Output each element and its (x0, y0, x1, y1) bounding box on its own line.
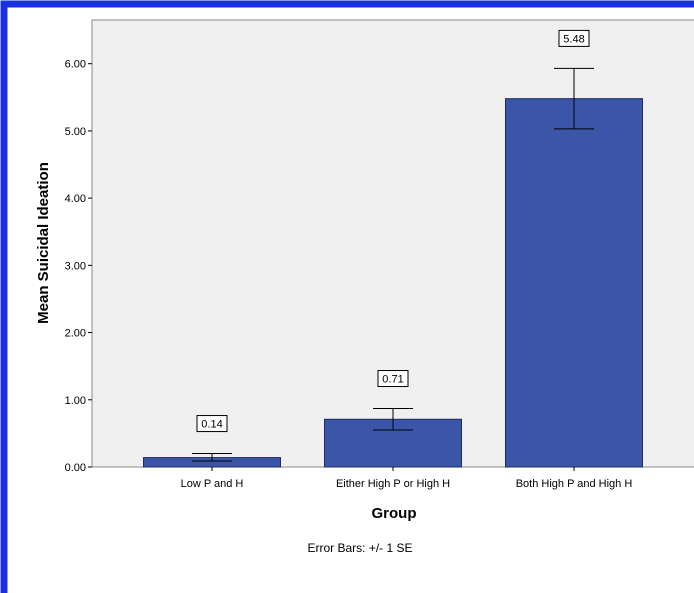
bars-group (143, 98, 643, 468)
data-label: 0.14 (201, 419, 222, 431)
y-tick-label: 4.00 (65, 193, 86, 205)
x-axis-title: Group (372, 505, 417, 522)
y-tick-label: 2.00 (65, 328, 86, 340)
y-axis-ticks: 0.00 1.00 2.00 3.00 4.00 5.00 6.00 (65, 59, 92, 474)
y-tick-label: 3.00 (65, 260, 86, 272)
data-labels-group: 0.14 0.71 5.48 (196, 29, 590, 433)
x-tick-label: Either High P or High H (336, 478, 450, 490)
x-tick-label: Both High P and High H (516, 478, 633, 490)
error-bars-note: Error Bars: +/- 1 SE (307, 541, 412, 555)
x-tick-label: Low P and H (181, 478, 244, 490)
y-tick-label: 5.00 (65, 126, 86, 138)
y-axis-title: Mean Suicidal Ideation (35, 162, 52, 324)
data-label-box (196, 415, 228, 433)
bar (505, 98, 643, 468)
data-label-box (558, 29, 590, 47)
error-bars-group (192, 67, 594, 462)
y-tick-label: 1.00 (65, 395, 86, 407)
data-label: 0.71 (382, 374, 403, 386)
x-axis-ticks: Low P and H Either High P or High H Both H… (181, 467, 633, 490)
y-tick-label: 6.00 (65, 59, 86, 71)
data-label: 5.48 (563, 33, 584, 45)
data-label-box (377, 370, 409, 388)
y-tick-label: 0.00 (65, 462, 86, 474)
